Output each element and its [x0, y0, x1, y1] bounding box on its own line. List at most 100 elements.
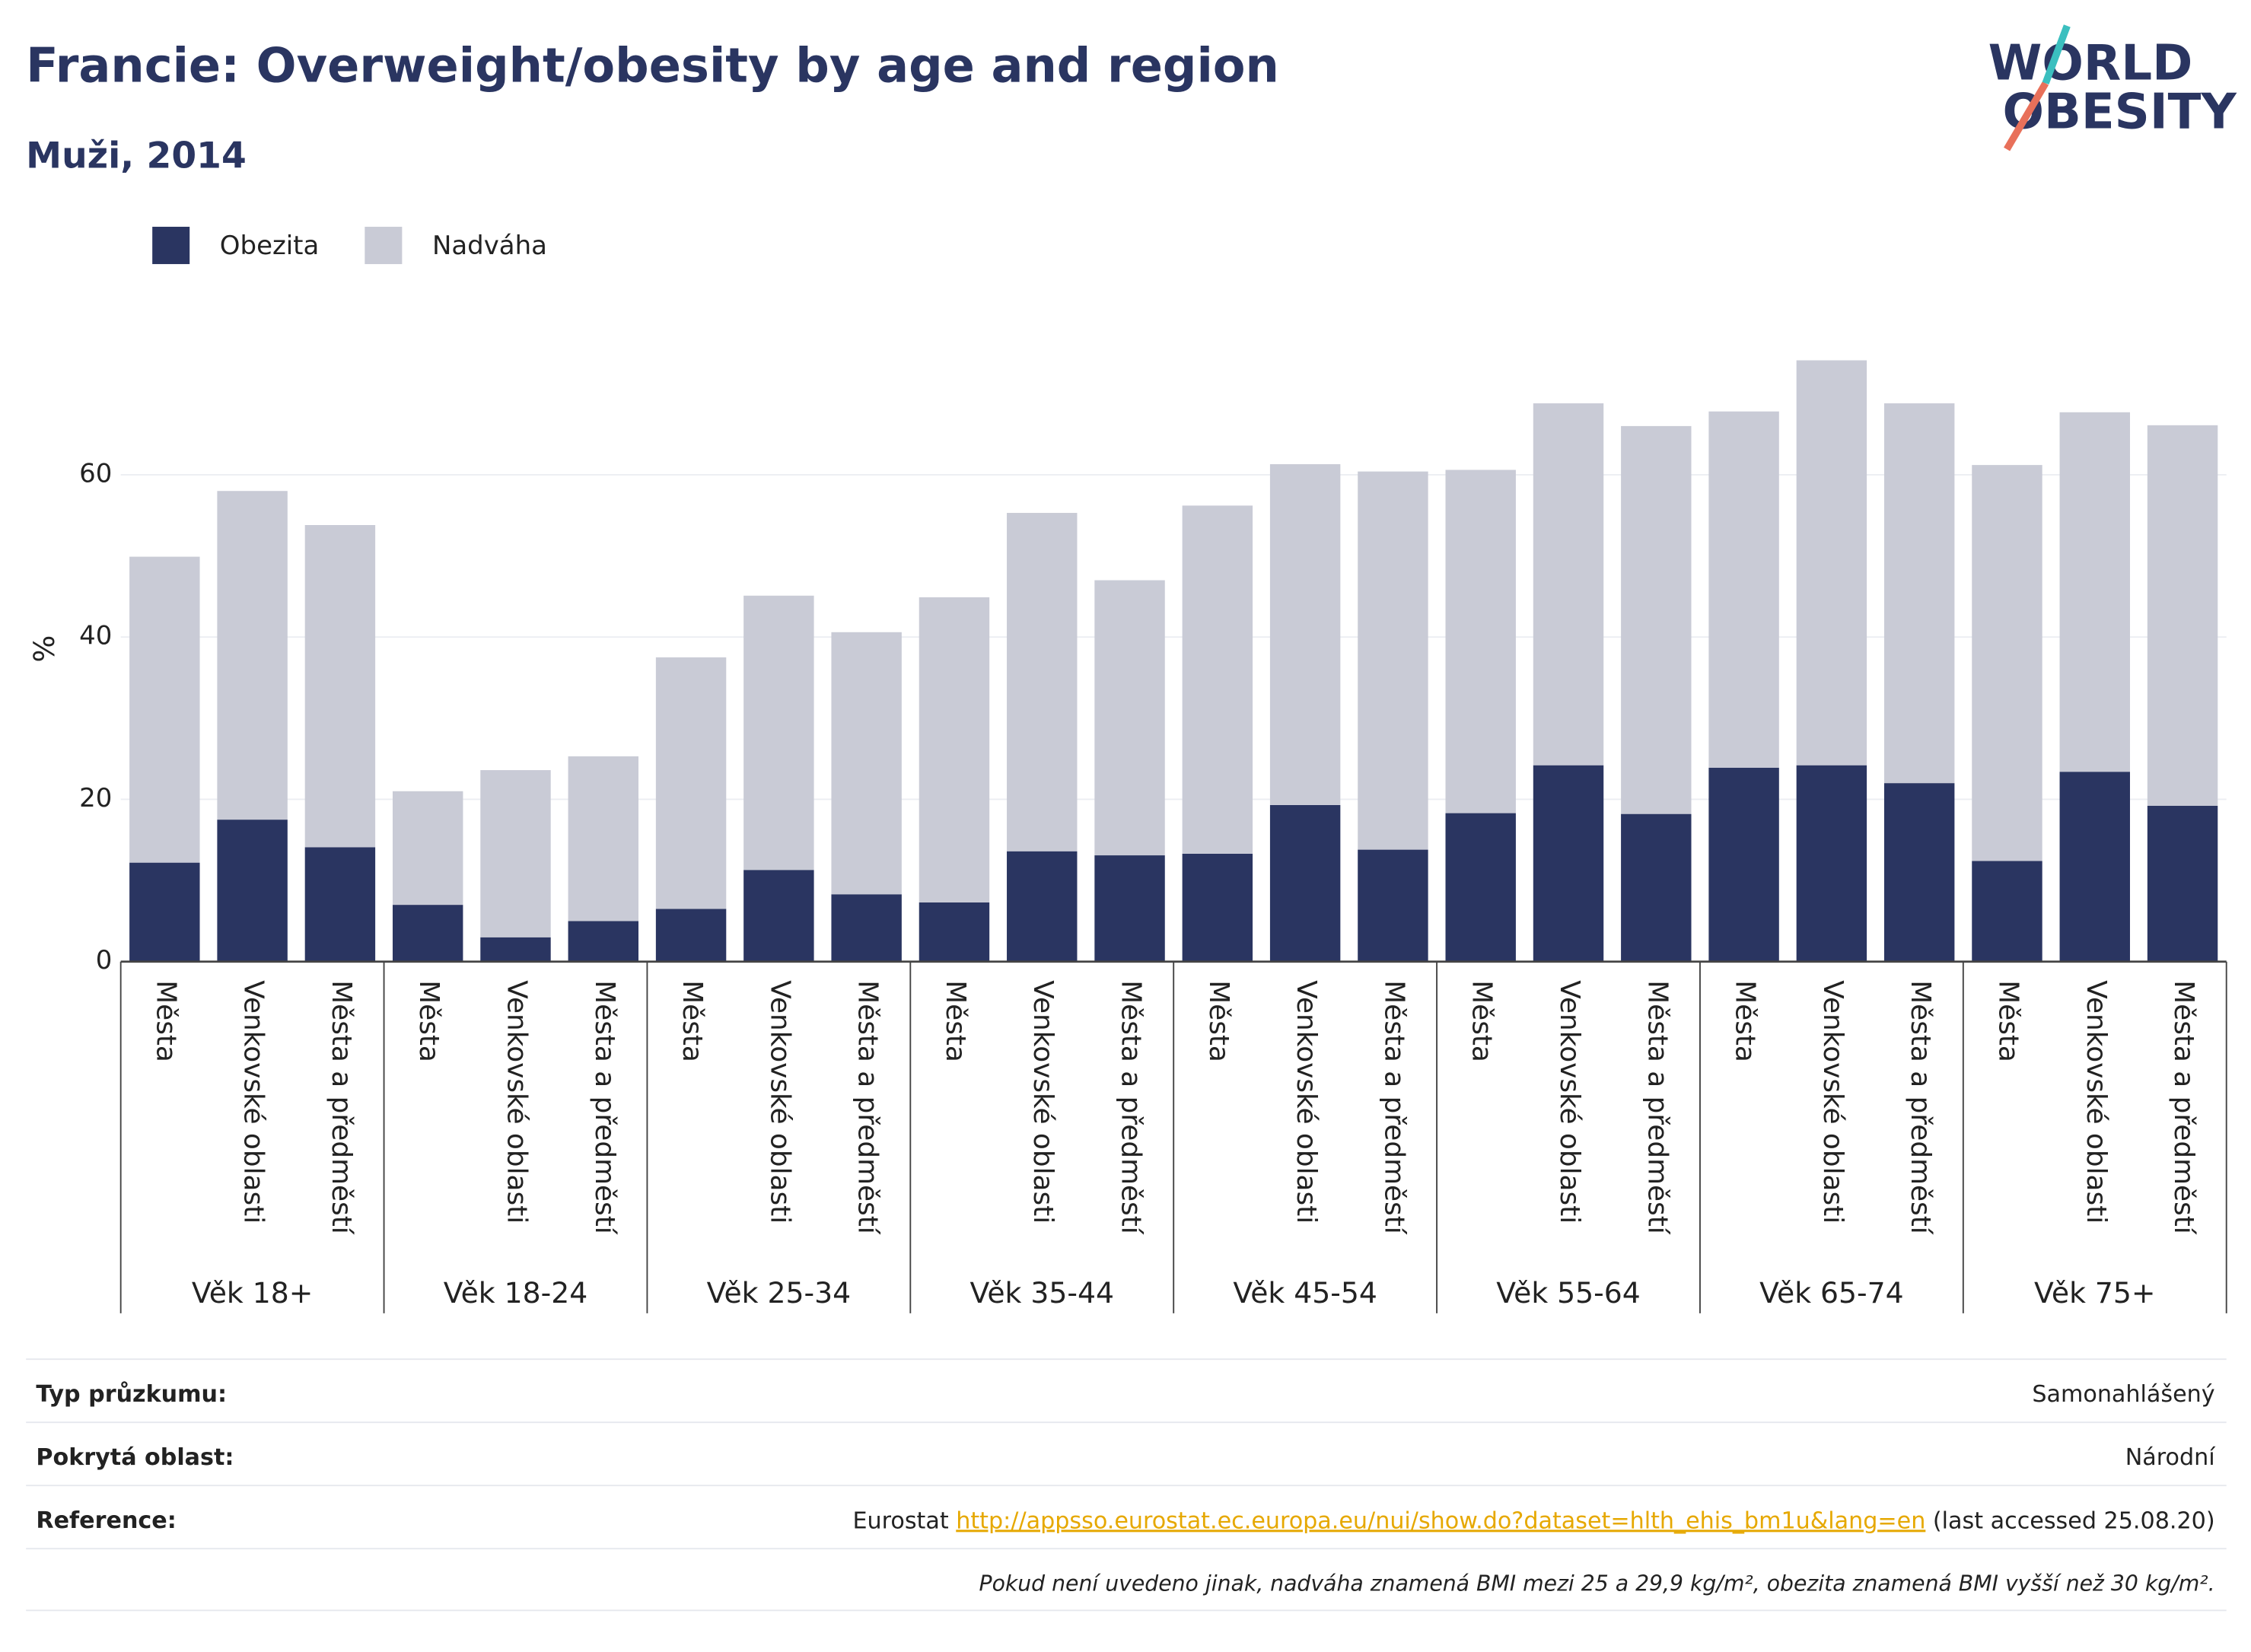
bar-segment	[2059, 412, 2130, 772]
bar-segment	[480, 770, 551, 937]
x-tick-label: Města	[1203, 980, 1234, 1062]
x-tick-label: Města	[150, 980, 181, 1062]
group-label: Věk 75+	[2034, 1276, 2156, 1310]
bar-segment	[1445, 813, 1516, 962]
bar-segment	[217, 491, 288, 820]
bar-segment	[2147, 425, 2218, 806]
y-tick-label: 0	[96, 945, 113, 976]
x-tick-label: Venkovské oblasti	[1027, 980, 1059, 1224]
bar-segment	[1708, 411, 1779, 768]
y-tick-label: 40	[79, 621, 112, 651]
bar-segment	[1708, 767, 1779, 962]
y-tick-label: 20	[79, 783, 112, 813]
bar-segment	[480, 937, 551, 962]
ref-text: (last accessed 25.08.20)	[1925, 1507, 2214, 1534]
table-lines	[26, 1358, 2227, 1612]
bar-segment	[2147, 805, 2218, 962]
bar-segment	[1182, 853, 1253, 962]
bar-segment	[129, 556, 200, 863]
legend-swatch	[365, 227, 403, 265]
logo-text: WORLD	[1988, 34, 2193, 91]
y-tick-label: 60	[79, 458, 112, 489]
bar-segment	[2059, 772, 2130, 962]
y-axis-label: %	[27, 635, 61, 663]
legend-label: Nadváha	[432, 231, 547, 261]
group-label: Věk 35-44	[969, 1276, 1114, 1310]
table-value: Samonahlášený	[2032, 1381, 2214, 1408]
logo-slash	[2042, 24, 2071, 85]
x-tick-label: Města a předměstí	[326, 980, 357, 1234]
x-tick-label: Města a předměstí	[1378, 980, 1409, 1234]
bar-segment	[1883, 783, 1955, 962]
bar-segment	[1094, 580, 1165, 856]
x-tick-label: Venkovské oblasti	[1291, 980, 1322, 1224]
logo-slash	[2004, 81, 2049, 151]
bar-segment	[1621, 425, 1692, 814]
x-tick-label: Venkovské oblasti	[1817, 980, 1848, 1224]
x-tick-label: Města a předměstí	[2168, 980, 2199, 1234]
bar-segment	[392, 791, 463, 906]
bar-segment	[1182, 505, 1253, 854]
group-label: Věk 55-64	[1496, 1276, 1641, 1310]
bar-segment	[304, 525, 376, 848]
bar-segment	[1358, 849, 1428, 962]
bar-segment	[217, 820, 288, 962]
bar-segment	[568, 756, 638, 921]
x-tick-label: Venkovské oblasti	[2081, 980, 2112, 1224]
x-tick-label: Města	[940, 980, 971, 1062]
bar-segment	[655, 657, 727, 909]
bar-segment	[919, 902, 990, 962]
bar-segment	[1445, 469, 1516, 813]
x-tick-label: Města a předměstí	[589, 980, 620, 1234]
legend-label: Obezita	[220, 231, 319, 261]
bar-segment	[1796, 765, 1867, 962]
bar-segment	[919, 597, 990, 902]
x-tick-label: Města a předměstí	[852, 980, 884, 1234]
x-tick-label: Města a předměstí	[1905, 980, 1936, 1234]
ref-link[interactable]: http://appsso.eurostat.ec.europa.eu/nui/…	[956, 1507, 1925, 1534]
bar-segment	[1796, 360, 1867, 766]
group-label: Věk 25-34	[707, 1276, 852, 1310]
bar-segment	[304, 847, 376, 962]
bar-segment	[129, 862, 200, 962]
bar-segment	[1269, 464, 1341, 805]
x-tick-label: Města	[1466, 980, 1498, 1062]
bar-segment	[831, 632, 902, 895]
bar-segment	[1972, 861, 2042, 962]
x-tick-label: Venkovské oblasti	[1554, 980, 1585, 1224]
bar-segment	[1094, 855, 1165, 962]
table-label: Pokrytá oblast:	[36, 1444, 234, 1471]
bar-segment	[655, 909, 727, 962]
table-label: Typ průzkumu:	[36, 1380, 227, 1408]
x-tick-label: Města	[413, 980, 444, 1062]
x-tick-label: Města	[677, 980, 708, 1062]
table-value: Eurostat http://appsso.eurostat.ec.europ…	[852, 1507, 2214, 1534]
x-tick-label: Venkovské oblasti	[764, 980, 795, 1224]
bar-segment	[1007, 851, 1078, 962]
table-label: Reference:	[36, 1507, 176, 1534]
bar-segment	[1972, 465, 2042, 861]
legend-swatch	[152, 227, 190, 265]
group-label: Věk 18-24	[444, 1276, 588, 1310]
table-note: Pokud není uvedeno jinak, nadváha znamen…	[979, 1571, 2215, 1596]
bar-segment	[568, 921, 638, 962]
bar-segment	[1533, 403, 1604, 766]
x-tick-label: Města	[1992, 980, 2023, 1062]
x-tick-label: Města a předměstí	[1641, 980, 1673, 1234]
group-label: Věk 18+	[192, 1276, 314, 1310]
table-value: Národní	[2125, 1444, 2216, 1471]
bar-segment	[392, 905, 463, 962]
x-tick-label: Venkovské oblasti	[501, 980, 532, 1224]
bar-segment	[1621, 813, 1692, 962]
bar-segment	[1007, 513, 1078, 851]
x-tick-label: Města a předměstí	[1116, 980, 1147, 1234]
chart-title: Francie: Overweight/obesity by age and r…	[26, 38, 1279, 94]
bar-segment	[1358, 471, 1428, 850]
bar-segment	[1883, 403, 1955, 784]
bar-segment	[1269, 804, 1341, 962]
group-label: Věk 65-74	[1759, 1276, 1904, 1310]
bar-segment	[743, 870, 814, 962]
x-tick-label: Venkovské oblasti	[238, 980, 269, 1224]
x-tick-label: Města	[1730, 980, 1761, 1062]
